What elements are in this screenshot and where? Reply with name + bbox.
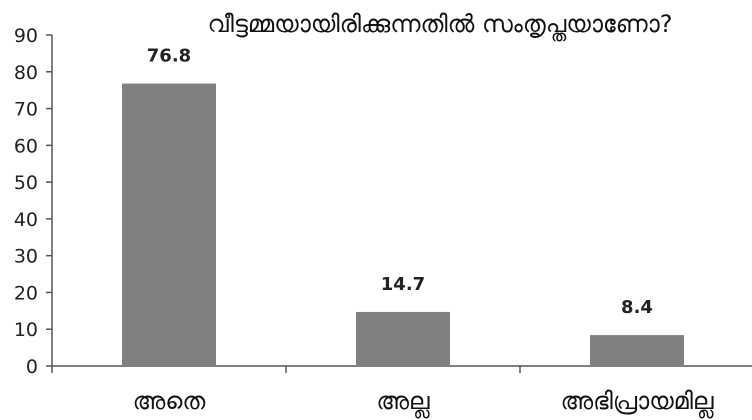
chart-title: വീട്ടമ്മയായിരിക്കുന്നതിൽ സംതൃപ്തയാണോ? [208, 10, 673, 42]
y-tick-label: 30 [14, 246, 38, 268]
y-tick-label: 50 [14, 172, 38, 194]
y-axis-ticks: 0 10 20 30 40 50 60 70 80 90 [14, 25, 52, 378]
y-tick-label: 60 [14, 135, 38, 157]
y-tick-label: 10 [14, 319, 38, 341]
y-tick-label: 80 [14, 62, 38, 84]
category-label: അല്ല [376, 387, 430, 419]
data-labels-group: 76.8 14.7 8.4 [147, 46, 653, 319]
bar-value-label: 76.8 [147, 46, 191, 67]
y-tick-label: 40 [14, 209, 38, 231]
y-tick-label: 0 [26, 356, 38, 378]
y-tick-label: 90 [14, 25, 38, 47]
y-tick-label: 70 [14, 99, 38, 121]
bars-group [122, 83, 684, 367]
x-axis-ticks [51, 366, 521, 373]
category-label: അഭിപ്രായമില്ല [560, 387, 714, 419]
bar [590, 335, 684, 366]
bar-value-label: 14.7 [381, 274, 425, 295]
bar [356, 311, 450, 366]
y-tick-label: 20 [14, 282, 38, 304]
category-label: അതെ [133, 387, 206, 415]
bar-value-label: 8.4 [621, 297, 653, 318]
bar [122, 83, 216, 367]
category-labels-group: അതെ അല്ല അഭിപ്രായമില്ല [133, 387, 714, 419]
